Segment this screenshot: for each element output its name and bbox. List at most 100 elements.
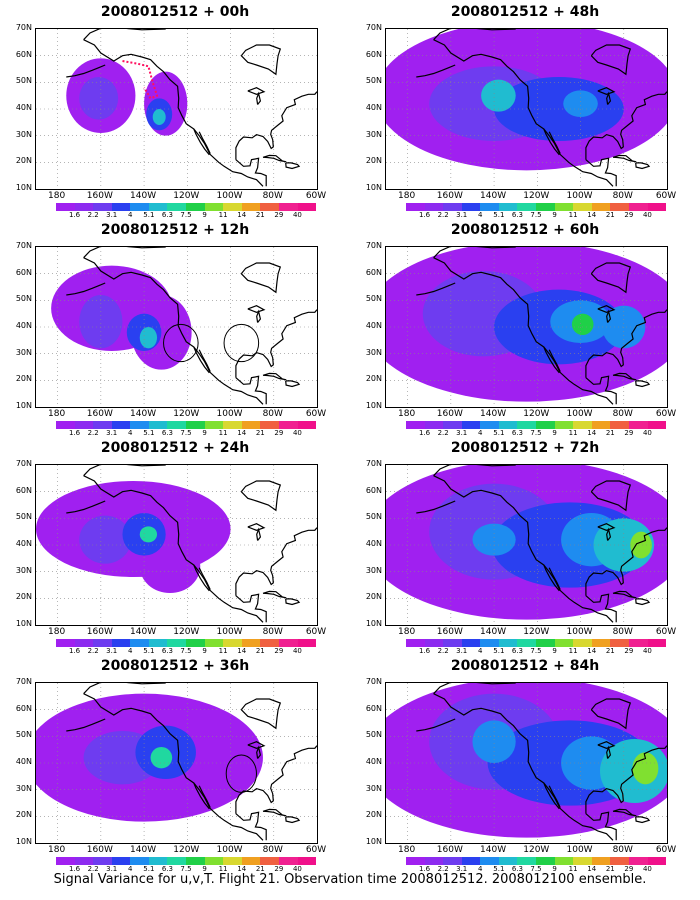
colorbar-swatch [93,203,112,211]
colorbar-swatch [111,421,131,429]
variance-contour [152,109,166,125]
lat-tick-label: 60N [365,703,382,713]
observation-circle [223,323,260,363]
lat-tick-label: 30N [365,783,382,793]
colorbar-level-label: 14 [237,211,247,219]
colorbar-swatch [424,857,444,865]
lon-tick-label: 160W [436,845,463,855]
colorbar-level-label: 11 [218,429,228,437]
panel-title: 2008012512 + 24h [100,440,250,456]
lon-tick-label: 140W [130,191,157,201]
colorbar-level-label: 11 [568,429,578,437]
coastline [585,527,667,596]
lat-tick-label: 30N [15,129,32,139]
colorbar-swatch [424,203,444,211]
colorbar-level-label: 4 [478,647,483,655]
colorbar-level-label: 1.6 [68,211,81,219]
colorbar-swatch [498,421,518,429]
colorbar-level-label: 40 [642,647,652,655]
colorbar-level-label: 2.2 [437,211,449,219]
colorbar-swatch [167,203,187,211]
coastline [612,590,637,599]
colorbar-level-label: 9 [552,429,557,437]
colorbar-swatch [56,203,75,211]
colorbar-level-label: 40 [642,429,652,437]
colorbar-swatch [56,639,75,647]
colorbar-swatch [93,857,112,865]
colorbar-level-label: 21 [255,865,265,873]
colorbar-level-label: 7.5 [530,865,542,873]
lat-tick-label: 30N [365,565,382,575]
coastline [433,475,614,623]
colorbar-swatch [93,639,112,647]
colorbar-level-label: 11 [568,647,578,655]
lon-tick-label: 160W [86,845,113,855]
map-plot-area [385,464,668,626]
colorbar-level-label: 6.3 [161,211,173,219]
colorbar-swatch [461,639,481,647]
map-svg [36,29,317,189]
colorbar-level-label: 2.2 [437,865,449,873]
variance-contour [79,77,119,120]
colorbar-level-label: 1.6 [418,647,431,655]
coastline [585,91,667,160]
lon-tick-label: 100W [566,191,593,201]
lat-tick-label: 30N [15,347,32,357]
colorbar-swatch [498,203,518,211]
lon-tick-label: 140W [480,845,507,855]
lat-tick-label: 10N [365,183,382,192]
lat-tick-label: 30N [365,129,382,139]
lat-tick-label: 40N [15,757,32,766]
variance-contour [139,327,158,349]
colorbar-swatch [480,203,499,211]
colorbar-level-label: 14 [237,647,247,655]
colorbar-level-label: 29 [624,429,634,437]
lon-tick-label: 80W [262,627,283,637]
lat-tick-label: 20N [365,592,382,602]
coastline [585,309,667,378]
colorbar-swatch [148,639,168,647]
colorbar-level-label: 2.2 [87,865,99,873]
colorbar-swatch [297,203,317,211]
coastline [606,91,612,105]
coastline [83,257,264,405]
lat-tick-label: 20N [15,156,32,166]
colorbar-level-label: 7.5 [530,211,542,219]
lon-tick-label: 140W [130,409,157,419]
colorbar-swatch [111,639,131,647]
map-panel: 2008012512 + 84h 70N 60N 50N 40N 30N 20N 10N 180… [350,654,700,873]
lon-tick-label: 80W [262,191,283,201]
colorbar-level-label: 9 [552,647,557,655]
coastline [247,87,266,95]
colorbar-swatch [406,203,425,211]
coastline [433,39,614,187]
coastline [262,372,287,381]
lon-tick-label: 60W [305,409,327,419]
colorbar-level-label: 6.3 [161,647,173,655]
colorbar-level-label: 3.1 [106,647,118,655]
colorbar-level-label: 11 [568,211,578,219]
colorbar-swatch [74,639,94,647]
lon-tick-label: 100W [216,191,243,201]
colorbar-level-label: 11 [218,211,228,219]
coastline [433,465,516,477]
colorbar-level-label: 40 [642,865,652,873]
lon-tick-label: 120W [173,409,200,419]
colorbar-swatch [610,421,629,429]
colorbar-swatch [260,421,279,429]
coastline [585,745,667,814]
lon-tick-label: 140W [480,409,507,419]
map-plot-area [35,246,318,408]
colorbar-swatch [610,203,629,211]
colorbar-swatch [628,639,648,647]
lat-tick-label: 70N [15,677,32,686]
colorbar-swatch [573,639,592,647]
colorbar-level-label: 6.3 [511,429,523,437]
variance-contour [79,515,132,564]
colorbar-level-label: 7.5 [530,647,542,655]
colorbar-level-label: 7.5 [180,647,192,655]
colorbar-level-label: 14 [237,865,247,873]
map-plot-area [385,28,668,190]
lat-tick-label: 70N [365,677,382,686]
colorbar [406,421,667,429]
